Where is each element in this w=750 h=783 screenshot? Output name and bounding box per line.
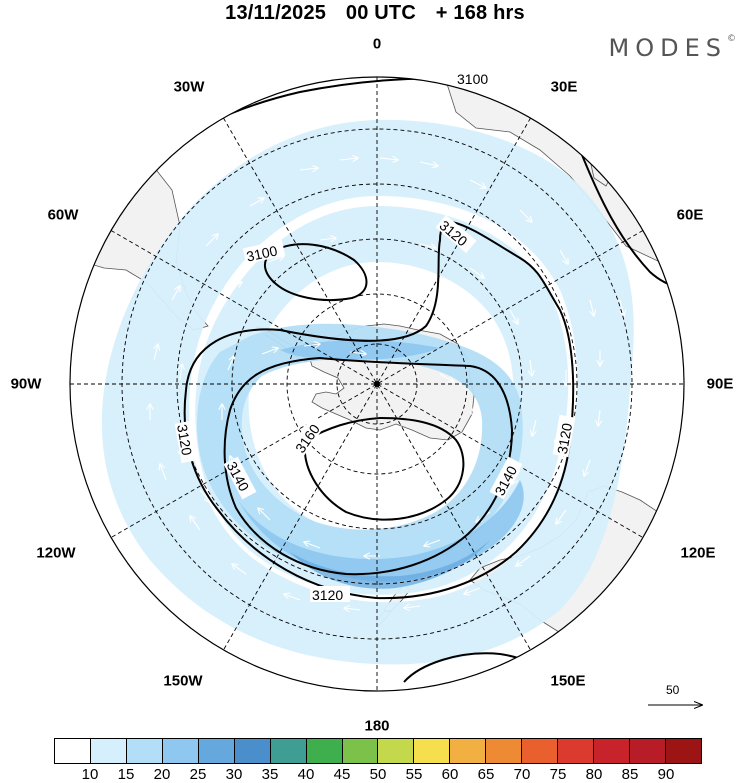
contour-3120-main (183, 220, 575, 600)
lon-label-150e: 150E (550, 672, 586, 690)
label-bg (435, 215, 477, 253)
title-time: 00 UTC (345, 2, 416, 24)
colorbar-label: 55 (405, 766, 423, 783)
title-lead: + 168 hrs (435, 2, 525, 24)
meridian-60w-120e (110, 230, 644, 538)
contour-label-3120-south: 3120 (312, 587, 343, 603)
colorbar-label: 75 (549, 766, 567, 783)
brand-copyright: © (727, 34, 736, 44)
label-bg (174, 420, 198, 464)
shade-band-25 (238, 480, 524, 582)
meridian-30e-150w (223, 117, 531, 651)
colorbar-swatch (90, 739, 127, 763)
colorbar-label: 60 (441, 766, 459, 783)
label-bg (242, 240, 286, 264)
lon-label-90w: 90W (10, 375, 42, 393)
meridian-60e-120w (110, 230, 644, 538)
colorbar-swatch (486, 739, 523, 763)
colorbar-swatch (665, 739, 701, 763)
colorbar-swatch (306, 739, 343, 763)
map-title: 13/11/2025 00 UTC + 168 hrs (0, 2, 750, 25)
colorbar-swatch (55, 739, 91, 763)
map-boundary (69, 76, 685, 692)
brand-logo: MODES© (609, 34, 736, 62)
label-bg (289, 415, 327, 457)
colorbar-swatch (630, 739, 666, 763)
lon-label-120w: 120W (36, 544, 76, 562)
contour-3100-west (264, 243, 368, 301)
colorbar-label: 50 (369, 766, 387, 783)
graticule (70, 77, 684, 691)
lon-label-150w: 150W (163, 672, 203, 690)
colorbar-swatch (378, 739, 415, 763)
colorbar-swatch (342, 739, 379, 763)
colorbar-swatch (270, 739, 307, 763)
colorbar-swatch (522, 739, 559, 763)
shade-band-20 (196, 323, 523, 575)
colorbar-label: 25 (189, 766, 207, 783)
colorbar-label: 65 (477, 766, 495, 783)
colorbar-label: 15 (117, 766, 135, 783)
brand-name: MODES (608, 34, 727, 62)
contour-label-3120-east: 3120 (554, 422, 575, 456)
map-disc (70, 77, 684, 691)
colorbar-swatch (234, 739, 271, 763)
colorbar-label: 35 (261, 766, 279, 783)
colorbar-swatch (594, 739, 630, 763)
lon-label-120e: 120E (680, 544, 716, 562)
colorbar-swatch (558, 739, 595, 763)
pole-marker (374, 381, 380, 387)
lon-label-60e: 60E (676, 206, 704, 224)
lon-label-60w: 60W (47, 206, 79, 224)
colorbar-label: 40 (297, 766, 315, 783)
shade-band-15-outer (101, 119, 634, 665)
colorbar-swatch (450, 739, 487, 763)
label-bg (552, 414, 576, 458)
meridian-30w-150e (223, 117, 531, 651)
label-bg (455, 70, 495, 86)
contour-3140 (223, 356, 514, 576)
colorbar-swatch (198, 739, 235, 763)
shade-band-30 (290, 540, 490, 589)
colorbar-swatch (414, 739, 451, 763)
colorbar-label: 45 (333, 766, 351, 783)
contour-label-3100-north: 3100 (457, 71, 488, 87)
colorbar-swatch (126, 739, 163, 763)
contour-label-3100-west: 3100 (245, 242, 279, 264)
colorbar-label: 70 (513, 766, 531, 783)
lon-label-30e: 30E (550, 78, 578, 96)
colorbar (54, 738, 702, 764)
label-bg (310, 586, 350, 602)
label-bg (489, 456, 523, 500)
lon-label-180: 180 (364, 717, 390, 735)
title-date: 13/11/2025 (225, 2, 327, 24)
latitude-circle-5 (336, 343, 418, 425)
colorbar-label: 10 (81, 766, 99, 783)
lon-label-0: 0 (372, 35, 382, 53)
colorbar-label: 80 (585, 766, 603, 783)
colorbar-label: 85 (621, 766, 639, 783)
reference-vector-label: 50 (666, 683, 680, 697)
label-bg (223, 456, 257, 500)
lon-label-30w: 30W (173, 78, 205, 96)
colorbar-label: 90 (657, 766, 675, 783)
colorbar-label: 20 (153, 766, 171, 783)
contour-label-3120-west: 3120 (174, 423, 195, 457)
lon-label-90e: 90E (706, 375, 734, 393)
contour-3160 (303, 416, 465, 521)
colorbar-label: 30 (225, 766, 243, 783)
colorbar-swatch (162, 739, 199, 763)
